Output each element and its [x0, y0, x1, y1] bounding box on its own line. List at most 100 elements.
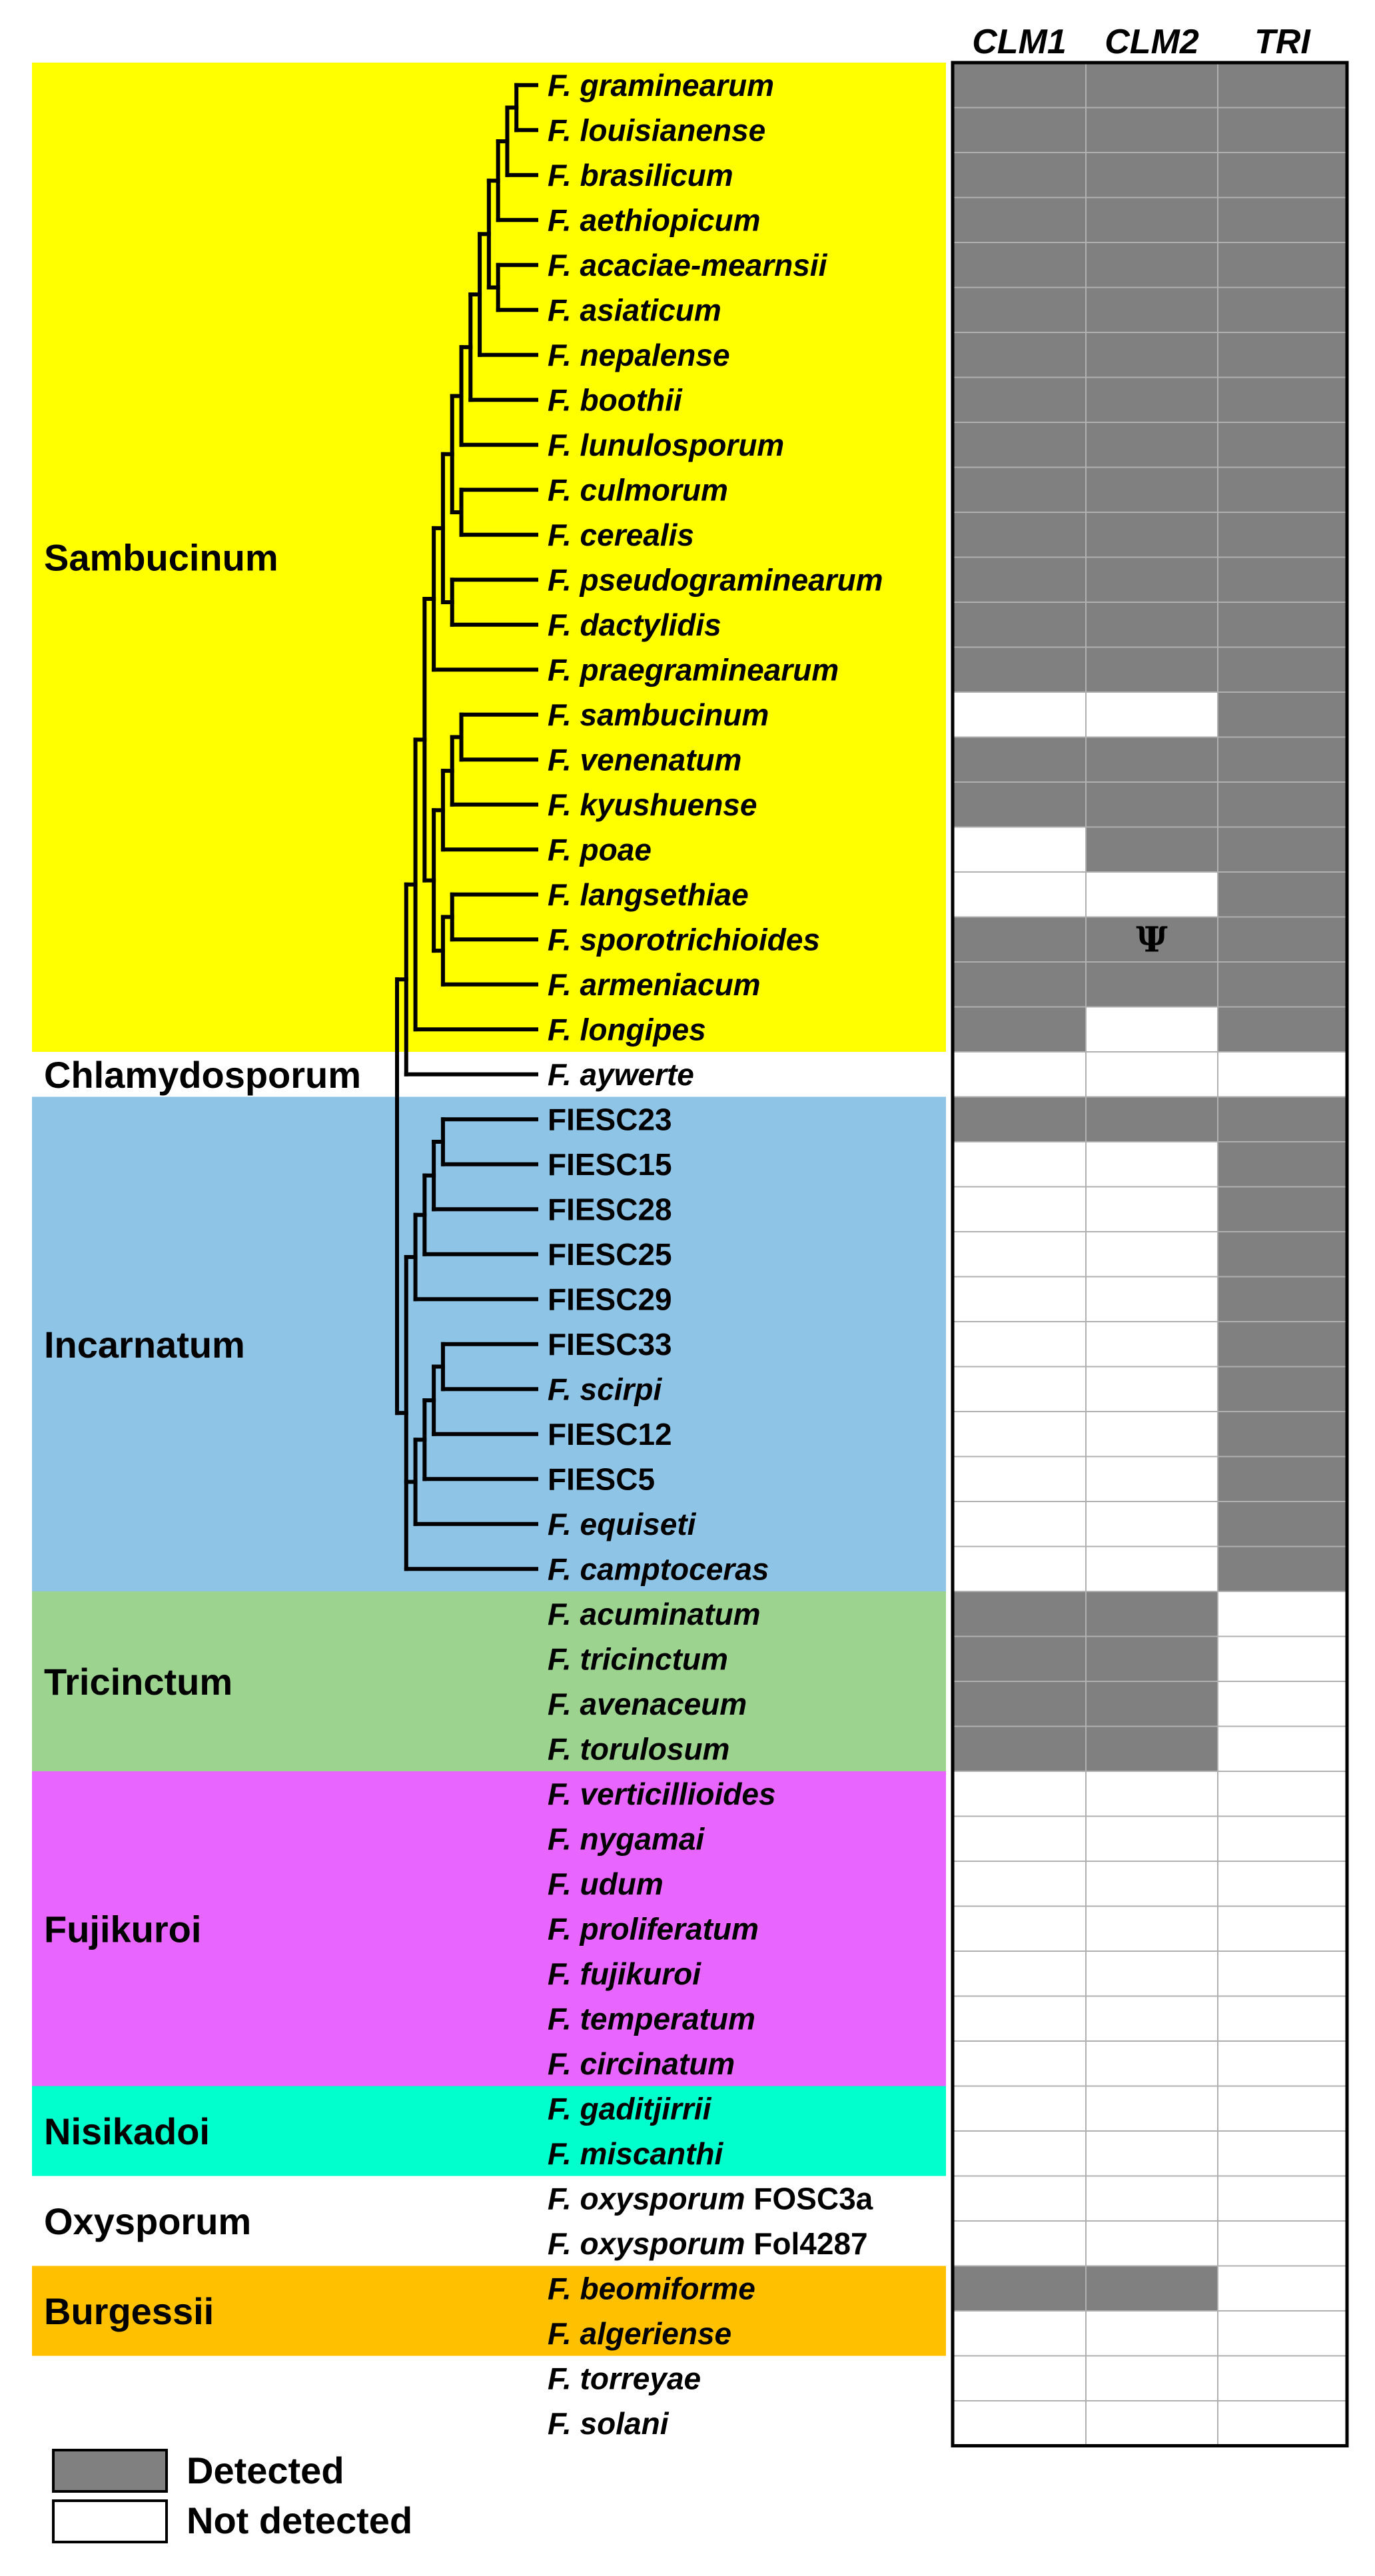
matrix-cell-clm2: [1085, 1141, 1218, 1188]
matrix-cell-tri: [1217, 2040, 1348, 2087]
matrix-cell-clm2: [1085, 1321, 1218, 1368]
matrix-cell-tri: [1217, 646, 1348, 693]
matrix-cell-tri: [1217, 422, 1348, 468]
matrix-cell-tri: [1217, 2085, 1348, 2132]
matrix-cell-tri: [1217, 197, 1348, 243]
matrix-cell-tri: [1217, 826, 1348, 873]
matrix-cell-clm2: [1085, 1950, 1218, 1997]
matrix-cell-tri: [1217, 1321, 1348, 1368]
matrix-cell-clm1: [952, 871, 1087, 918]
matrix-cell-clm2: [1085, 1545, 1218, 1592]
matrix-cell-tri: [1217, 2130, 1348, 2177]
matrix-cell-clm1: [952, 1096, 1087, 1142]
clade-band-burgessii: [32, 2266, 946, 2356]
matrix-cell-clm1: [952, 1545, 1087, 1592]
matrix-cell-clm2: [1085, 466, 1218, 513]
clade-label-sambucinum: Sambucinum: [44, 537, 278, 579]
matrix-cell-clm1: [952, 1950, 1087, 1997]
clade-label-nisikadoi: Nisikadoi: [44, 2110, 210, 2152]
taxon-label: FIESC25: [548, 1237, 672, 1272]
matrix-cell-clm1: [952, 1141, 1087, 1188]
taxon-label: F. longipes: [548, 1012, 706, 1047]
matrix-cell-clm1: [952, 512, 1087, 558]
matrix-cell-clm2: [1085, 332, 1218, 378]
taxon-label: F. solani: [548, 2406, 670, 2441]
matrix-cell-clm1: [952, 1591, 1087, 1637]
matrix-cell-clm1: [952, 422, 1087, 468]
matrix-cell-clm1: [952, 1995, 1087, 2042]
matrix-cell-tri: [1217, 2265, 1348, 2312]
matrix-cell-clm1: [952, 1771, 1087, 1817]
matrix-cell-tri: [1217, 961, 1348, 1008]
clade-band-tricinctum: [32, 1591, 946, 1771]
matrix-cell-clm2: [1085, 197, 1218, 243]
matrix-cell-clm1: [952, 1501, 1087, 1547]
matrix-cell-tri: [1217, 602, 1348, 648]
matrix-cell-clm2: [1085, 2220, 1218, 2267]
taxon-label: F. armeniacum: [548, 967, 761, 1002]
taxon-label: F. nepalense: [548, 338, 730, 372]
taxon-label: F. cerealis: [548, 518, 694, 552]
legend-not-detected-label: Not detected: [187, 2499, 412, 2541]
matrix-cell-tri: [1217, 512, 1348, 558]
matrix-cell-tri: [1217, 1276, 1348, 1322]
taxon-label: F. circinatum: [548, 2046, 735, 2081]
clade-label-oxysporum: Oxysporum: [44, 2200, 251, 2242]
matrix-cell-tri: [1217, 1411, 1348, 1458]
taxon-label: F. lunulosporum: [548, 428, 784, 462]
matrix-cell-clm1: [952, 1635, 1087, 1682]
matrix-cell-clm1: [952, 1276, 1087, 1322]
matrix-cell-clm1: [952, 916, 1087, 963]
matrix-cell-clm2: [1085, 1771, 1218, 1817]
taxon-label: FIESC15: [548, 1147, 672, 1182]
matrix-cell-tri: [1217, 1231, 1348, 1278]
taxon-label: F. louisianense: [548, 113, 765, 147]
column-header-clm2: CLM2: [1105, 23, 1199, 61]
matrix-cell-clm2: [1085, 646, 1218, 693]
taxon-label: F. graminearum: [548, 68, 774, 103]
matrix-cell-tri: [1217, 1366, 1348, 1412]
matrix-cell-clm2: [1085, 1411, 1218, 1458]
matrix-cell-clm1: [952, 961, 1087, 1008]
matrix-cell-clm1: [952, 1861, 1087, 1907]
taxon-label: F. boothii: [548, 382, 683, 417]
taxon-label: F. beomiforme: [548, 2271, 755, 2306]
taxon-label: F. culmorum: [548, 472, 728, 507]
matrix-cell-tri: [1217, 1681, 1348, 1727]
matrix-cell-clm2: [1085, 152, 1218, 199]
matrix-cell-clm1: [952, 332, 1087, 378]
taxon-label: F. poae: [548, 832, 652, 867]
matrix-cell-tri: [1217, 1815, 1348, 1862]
taxon-label: FIESC12: [548, 1417, 672, 1452]
matrix-cell-clm1: [952, 2085, 1087, 2132]
taxon-label: F. acaciae-mearnsii: [548, 248, 828, 282]
matrix-cell-clm2: [1085, 286, 1218, 333]
matrix-cell-clm2: [1085, 242, 1218, 288]
matrix-cell-clm1: [952, 1006, 1087, 1053]
matrix-cell-tri: [1217, 2175, 1348, 2222]
matrix-cell-clm1: [952, 242, 1087, 288]
taxon-label: F. temperatum: [548, 2001, 755, 2036]
matrix-cell-clm1: [952, 1456, 1087, 1502]
matrix-cell-clm1: [952, 1411, 1087, 1458]
matrix-cell-clm1: [952, 1905, 1087, 1952]
matrix-cell-clm2: [1085, 62, 1218, 109]
matrix-cell-tri: [1217, 1725, 1348, 1772]
matrix-cell-clm2: [1085, 871, 1218, 918]
matrix-cell-clm2: [1085, 961, 1218, 1008]
matrix-border: [951, 61, 1349, 2447]
matrix-cell-clm1: [952, 1366, 1087, 1412]
matrix-cell-tri: [1217, 242, 1348, 288]
matrix-cell-clm2: [1085, 1635, 1218, 1682]
column-header-clm1: CLM1: [972, 23, 1067, 61]
phylogenetic-tree: [395, 83, 538, 1571]
matrix-cell-tri: [1217, 1995, 1348, 2042]
matrix-cell-clm1: [952, 1186, 1087, 1232]
matrix-cell-clm2: [1085, 1591, 1218, 1637]
matrix-cell-clm2: [1085, 556, 1218, 603]
matrix-cell-clm2: [1085, 2040, 1218, 2087]
taxon-label: F. algeriense: [548, 2316, 731, 2351]
taxon-label: F. tricinctum: [548, 1641, 728, 1676]
taxon-label: F. acuminatum: [548, 1597, 761, 1631]
matrix-cell-tri: [1217, 1950, 1348, 1997]
